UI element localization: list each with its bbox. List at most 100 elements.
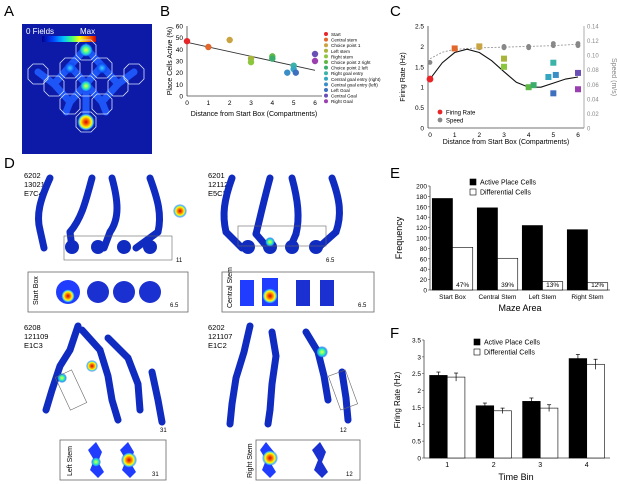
- panel-c-rate-point: [575, 86, 581, 93]
- panel-b-ytick-label: 40: [176, 47, 184, 54]
- panel-c-rate-point: [545, 74, 552, 80]
- panel-b-yticks: 0 10 20 30 40 50 60: [176, 24, 184, 101]
- panel-c-ytick-label: 0: [420, 126, 424, 133]
- panel-b-point: [311, 57, 319, 65]
- panel-c-ytick-right-label: 0.06: [587, 83, 599, 89]
- bar: [521, 225, 543, 291]
- ytick-label: 3: [417, 354, 421, 361]
- d1-zoom-box: [63, 235, 173, 261]
- panel-f-yticks: 0 0.5 1 1.5 2 2.5 3 3.5: [412, 338, 424, 463]
- panel-b-point: [226, 36, 233, 44]
- panel-c-speed-point: [501, 44, 507, 49]
- panel-c-rate-fit: [429, 48, 579, 88]
- bar: [586, 363, 605, 459]
- panel-c-ytick-right-label: 0.08: [587, 68, 599, 74]
- ytick-label: 180: [416, 194, 427, 201]
- d4-maze: [226, 322, 352, 428]
- panel-letter-d: D: [4, 155, 15, 172]
- panel-b-legend-marker: [324, 43, 328, 48]
- panel-letter-e: E: [390, 165, 400, 182]
- bar: [446, 376, 466, 459]
- panel-f-legend: Active Place Cells Differential Cells: [473, 338, 541, 357]
- bar-percent-label: 13%: [546, 282, 559, 289]
- ytick-label: 2: [417, 388, 421, 395]
- panel-c-ylabel: Firing Rate (Hz): [400, 52, 407, 101]
- d3-inset-number: 31: [152, 472, 159, 478]
- panel-b-legend-marker: [324, 71, 328, 76]
- panel-b-xtick-label: 2: [228, 100, 232, 107]
- bar: [522, 401, 541, 459]
- panel-b-point: [183, 37, 191, 45]
- panel-b-legend-marker: [324, 37, 328, 42]
- ytick-label: 60: [420, 256, 428, 263]
- panel-c-ytick-label: 2: [420, 44, 424, 51]
- d3-hotspot: [86, 360, 98, 372]
- panel-c-legend-marker: [437, 109, 443, 115]
- panel-c-ytick-label: 0.5: [415, 105, 424, 112]
- panel-c-speed-point: [575, 41, 581, 46]
- panel-f-ylabel: Firing Rate (Hz): [393, 371, 402, 428]
- colorbar: [42, 36, 96, 42]
- d4-inset: Right Stem 12: [247, 439, 361, 481]
- panel-c-ytick-label: 2.5: [415, 24, 424, 31]
- panel-b-legend-marker: [324, 88, 328, 92]
- d1-small-number: 11: [176, 258, 183, 264]
- panel-b-legend-label: Right goal entry: [331, 71, 364, 76]
- bar: [542, 281, 564, 291]
- panel-letter-c: C: [390, 3, 401, 20]
- panel-b-legend-marker: [324, 32, 328, 36]
- panel-a-heatmap: 0 Fields Max: [22, 24, 152, 154]
- bar: [476, 207, 498, 291]
- panel-b-legend-label: Choice point 2 right: [331, 60, 371, 65]
- d3-id1: 6208: [24, 323, 41, 332]
- panel-c-rate-point: [426, 75, 434, 83]
- ytick-label: 3.5: [412, 338, 421, 345]
- panel-c-xtick-label: 6: [576, 132, 580, 139]
- panel-b-legend-label: Central goal entry (left): [331, 82, 378, 87]
- panel-c-xtick-label: 0: [428, 132, 432, 139]
- d1-id1: 6202: [24, 171, 41, 180]
- panel-b-ytick-label: 0: [179, 94, 183, 101]
- panel-b-legend-label: Central goal entry (right): [331, 77, 381, 82]
- panel-c-speed-fit: [429, 43, 579, 60]
- panel-b-ytick-label: 50: [176, 35, 184, 42]
- bar-percent-label: 39%: [501, 282, 514, 289]
- d2-compartments: [241, 240, 323, 254]
- panel-c-xtick-label: 2: [478, 132, 482, 139]
- d4-id1: 6202: [208, 323, 225, 332]
- heatmap-coolspot-1: [64, 62, 76, 74]
- ytick-label: 1.5: [412, 405, 421, 412]
- panel-c-xtick-label: 3: [502, 132, 506, 139]
- panel-b-legend-marker: [324, 93, 328, 98]
- d2-id1: 6201: [208, 171, 225, 180]
- panel-c-yticks: 0 0.5 1 1.5 2 2.5: [415, 24, 424, 133]
- d2-id2: 121121: [208, 180, 232, 189]
- panel-c-legend-label: Speed: [446, 119, 463, 125]
- panel-e-bars: Start Box 47% Central Stem 39% Left Stem 13% R…: [431, 198, 609, 301]
- panel-b-point: [292, 69, 299, 76]
- d3-maze: [42, 322, 166, 426]
- panel-c-rate-point: [525, 84, 532, 91]
- panel-f-chart: 0 0.5 1 1.5 2 2.5 3 3.5 1 2 3 4 Active Place Cells…: [393, 338, 610, 482]
- panel-e-xlabel: Maze Area: [498, 303, 541, 313]
- bar: [568, 358, 588, 459]
- panel-b-ytick-label: 30: [176, 59, 184, 66]
- panel-b-xticks: 0 1 2 3 4 5 6: [185, 100, 317, 107]
- panel-e-legend: Active Place Cells Differential Cells: [469, 178, 537, 197]
- panel-b-legend-label: Left Goal: [331, 88, 350, 93]
- panel-b-xtick-label: 4: [271, 100, 275, 107]
- ytick-label: 1: [417, 422, 421, 429]
- panel-b-legend-marker: [324, 60, 328, 64]
- panel-c-legend: Firing Rate Speed: [437, 109, 476, 125]
- panel-c-rate-point: [550, 59, 557, 66]
- category-label: Left Stem: [529, 294, 557, 301]
- panel-letter-f: F: [390, 325, 399, 342]
- d2-inset-number: 6.5: [358, 303, 367, 309]
- compartment-outlines: [27, 39, 145, 133]
- heatmap-warmspot-1: [79, 43, 93, 57]
- category-label: Right Stem: [571, 294, 603, 301]
- panel-b-legend-label: Left stem: [331, 49, 350, 54]
- ytick-label: 0: [417, 456, 421, 463]
- legend-swatch: [473, 348, 481, 356]
- panel-c-ytick-right-label: 0.14: [587, 25, 599, 31]
